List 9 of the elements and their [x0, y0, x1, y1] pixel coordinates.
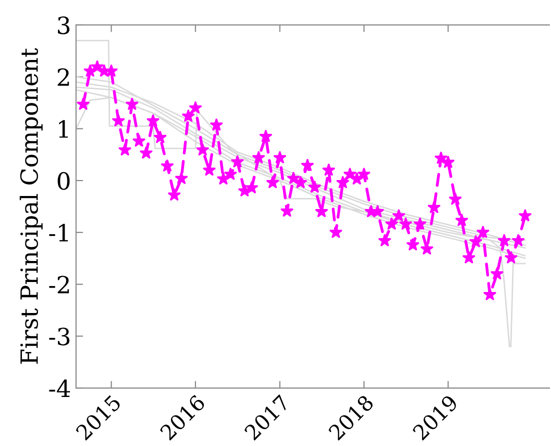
- y-tick-label: -1: [49, 224, 68, 242]
- y-tick-label: -4: [49, 379, 70, 397]
- y-tick-label: 0: [58, 172, 70, 190]
- y-tick-label: 3: [58, 16, 70, 34]
- y-tick-label: -2: [49, 276, 69, 294]
- y-tick-label: 1: [59, 120, 68, 138]
- y-tick-label: 2: [58, 68, 69, 86]
- y-axis-title: First Principal Component: [20, 48, 43, 364]
- y-tick-label: -3: [49, 328, 70, 346]
